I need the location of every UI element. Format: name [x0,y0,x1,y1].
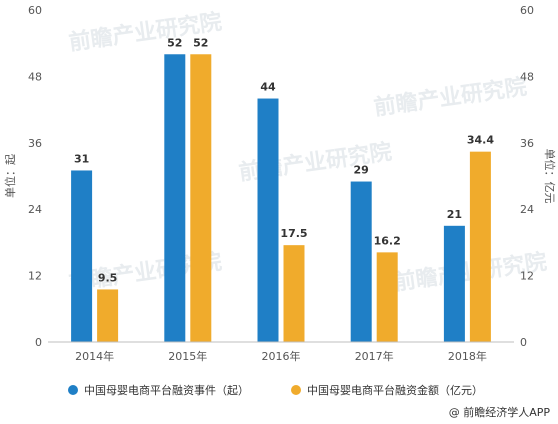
bar-amount-2 [283,245,305,342]
left-axis-title: 单位：起 [3,154,17,198]
x-tick-label-1: 2015年 [168,349,207,363]
bar-amount-1 [190,54,212,343]
bars [71,54,491,343]
value-label-amount-2: 17.5 [280,227,307,240]
legend-swatch-events [68,385,78,395]
bar-amount-3 [376,252,398,342]
value-label-events-4: 21 [447,208,462,221]
value-label-amount-1: 52 [193,36,208,49]
bar-events-4 [443,225,465,342]
left-tick-label: 24 [28,203,42,216]
source-credit: @ 前瞻经济学人APP [449,405,551,419]
left-tick-label: 12 [28,270,42,283]
legend-label-events: 中国母婴电商平台融资事件（起） [84,383,249,397]
legend-swatch-amount [291,385,301,395]
bar-amount-0 [97,289,119,342]
right-tick-label: 60 [520,4,534,17]
bar-events-2 [257,98,279,343]
right-tick-label: 24 [520,203,534,216]
x-axis-ticks: 2014年 2015年 2016年 2017年 2018年 [75,349,487,363]
left-tick-label: 48 [28,70,42,83]
right-axis-ticks: 0 12 24 36 48 60 [520,4,534,349]
value-label-events-2: 44 [260,81,276,94]
legend-label-amount: 中国母婴电商平台融资金额（亿元） [307,383,483,397]
left-tick-label: 60 [28,4,42,17]
value-label-events-1: 52 [167,36,182,49]
bar-events-0 [71,170,93,342]
value-labels: 31 9.5 52 52 44 17.5 29 16.2 21 34.4 [74,36,494,284]
right-tick-label: 0 [520,336,527,349]
value-label-events-0: 31 [74,152,89,165]
right-axis-title: 单位：亿元 [543,149,557,204]
left-tick-label: 0 [35,336,42,349]
bar-events-3 [350,181,372,342]
left-tick-label: 36 [28,137,42,150]
bar-amount-4 [469,151,491,342]
right-tick-label: 48 [520,70,534,83]
x-tick-label-2: 2016年 [262,349,301,363]
watermark-2: 前瞻产业研究院 [372,74,528,121]
x-tick-label-0: 2014年 [75,349,114,363]
value-label-events-3: 29 [354,164,369,177]
bar-events-1 [164,54,186,343]
right-tick-label: 12 [520,270,534,283]
right-tick-label: 36 [520,137,534,150]
x-tick-label-3: 2017年 [355,349,394,363]
value-label-amount-3: 16.2 [374,234,401,247]
left-axis-ticks: 0 12 24 36 48 60 [28,4,42,349]
value-label-amount-4: 34.4 [467,134,494,147]
x-tick-label-4: 2018年 [448,349,487,363]
value-label-amount-0: 9.5 [98,271,118,284]
